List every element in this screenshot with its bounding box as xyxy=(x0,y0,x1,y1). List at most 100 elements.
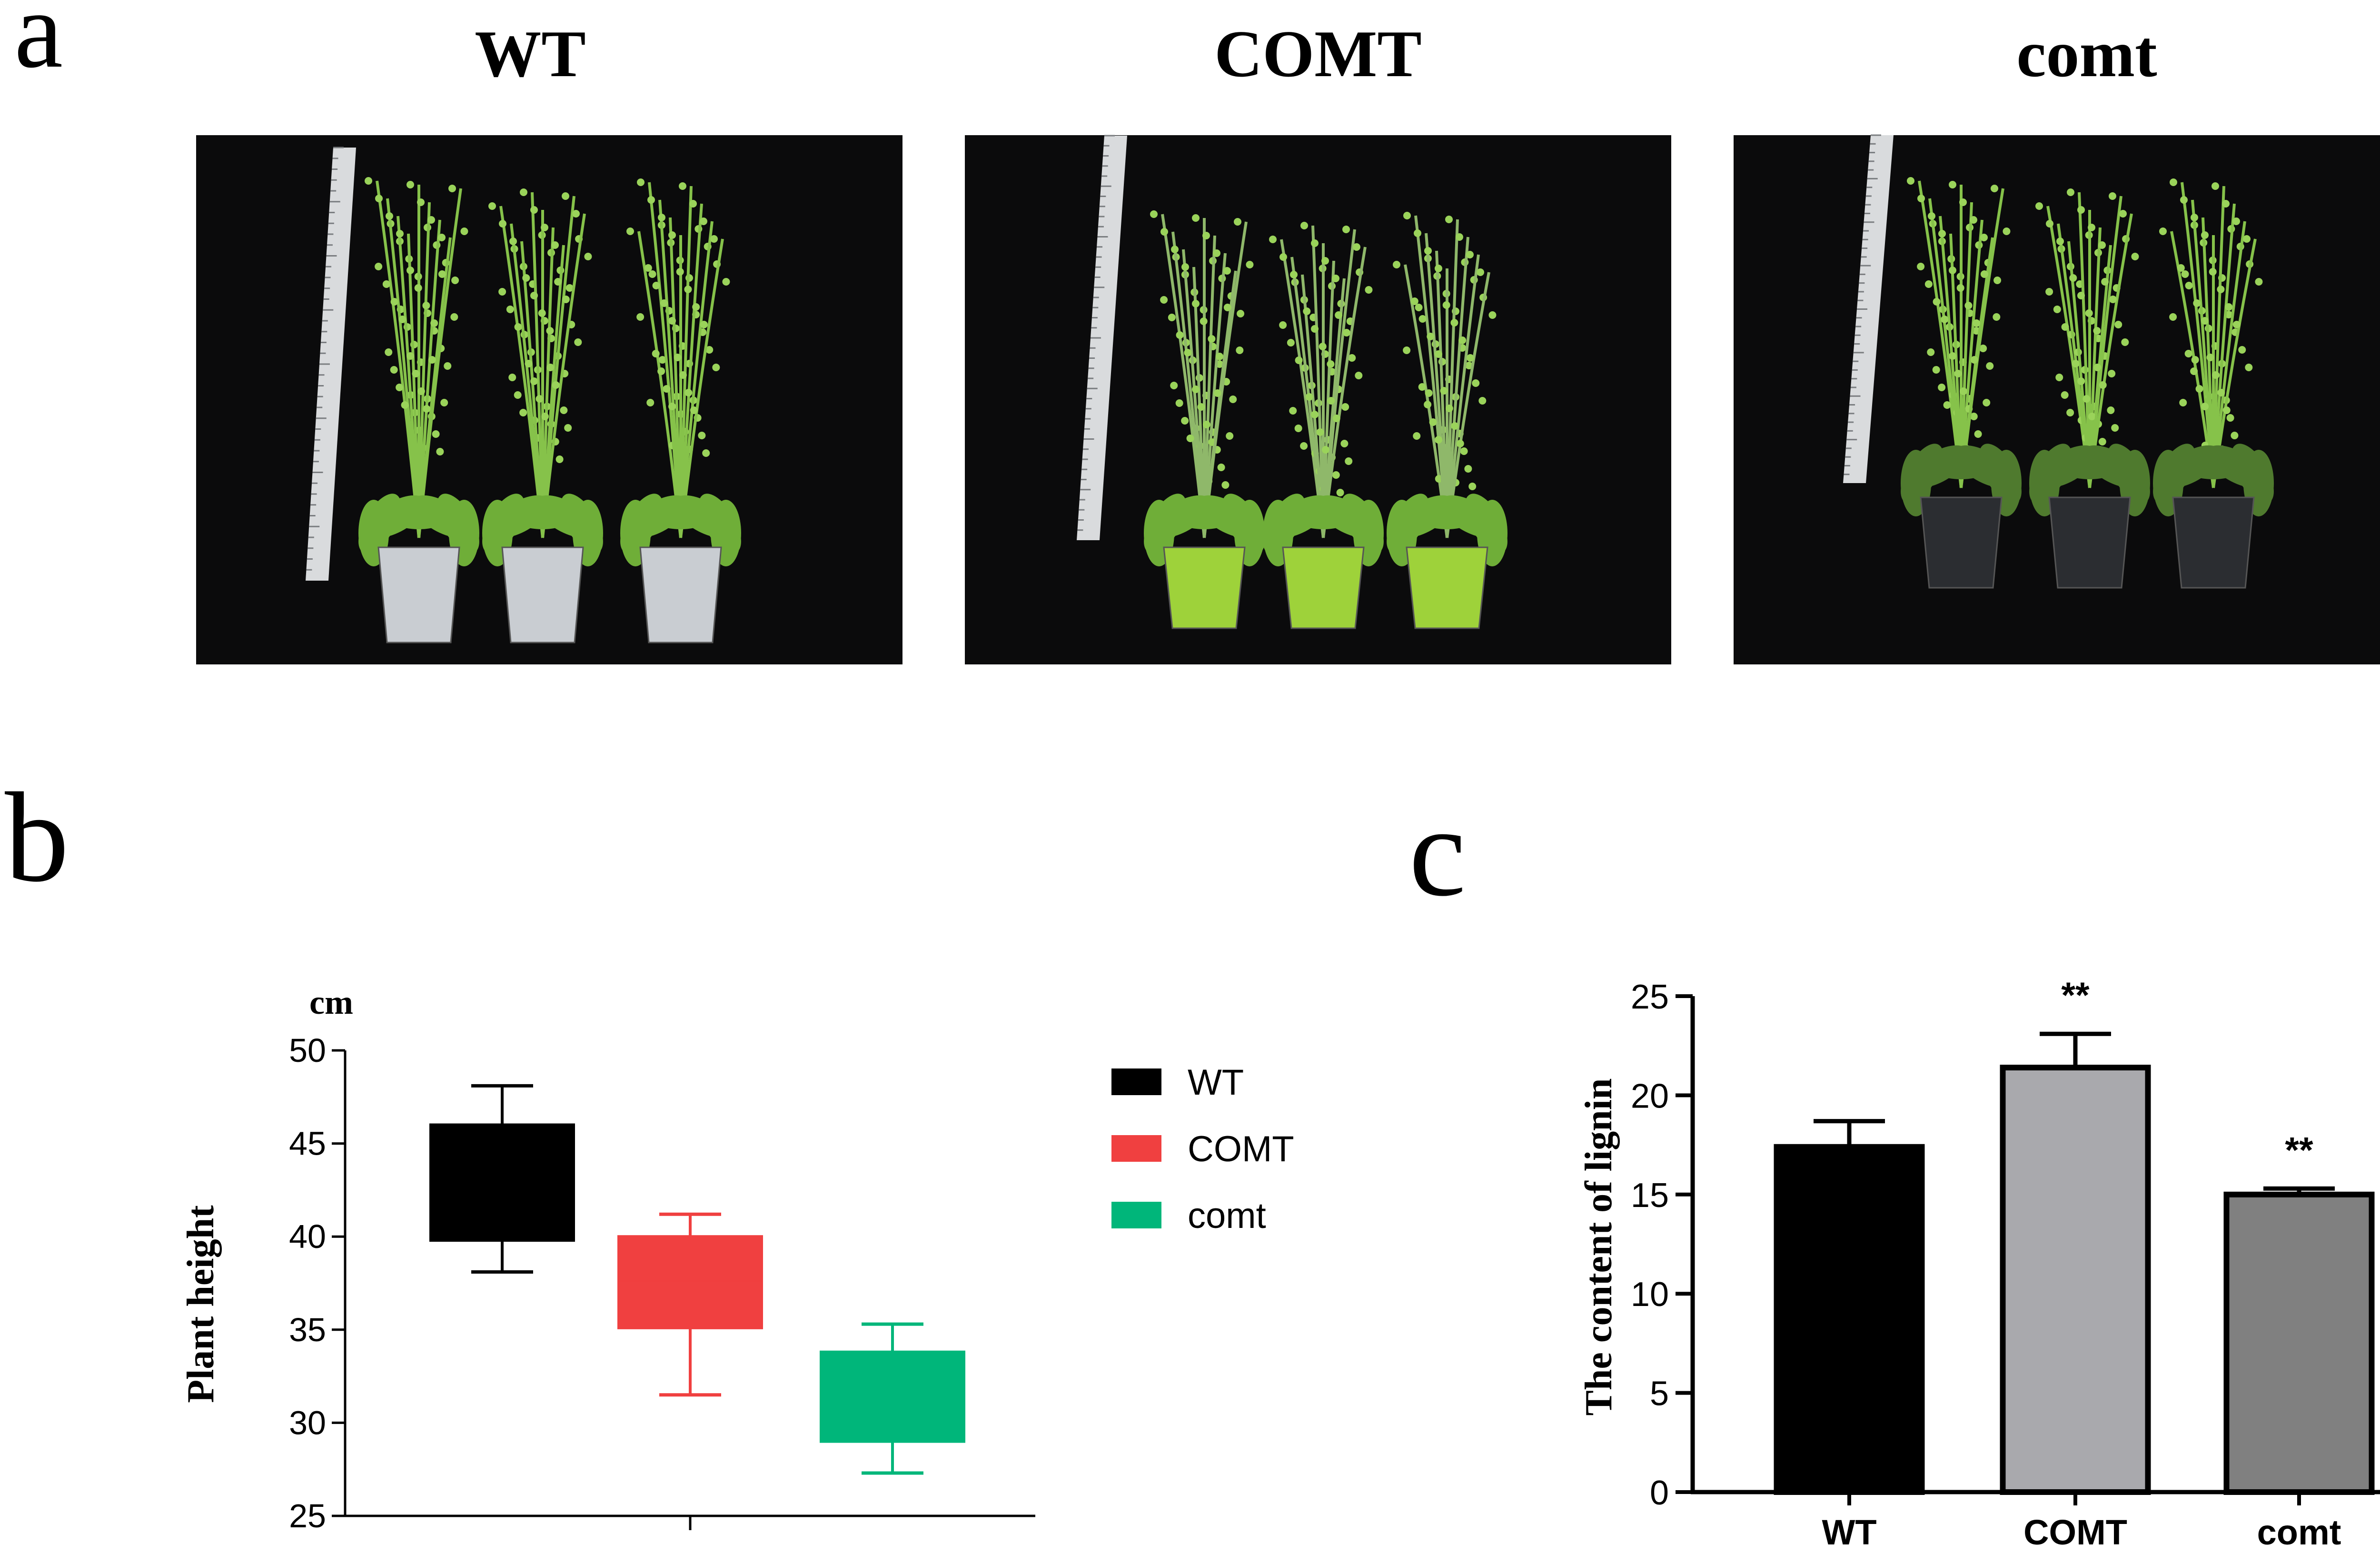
flower-bud xyxy=(2169,313,2177,321)
photo-COMT: COMT xyxy=(965,17,1671,664)
flower-bud xyxy=(1216,353,1224,360)
flower-bud xyxy=(1332,275,1339,282)
flower-bud xyxy=(1460,447,1468,455)
pot xyxy=(501,546,584,643)
flower-bud xyxy=(1949,352,1956,360)
flower-bud xyxy=(1300,442,1308,450)
flower-bud xyxy=(2201,317,2209,325)
flower-bud xyxy=(674,354,682,361)
flower-bud xyxy=(1993,277,2002,284)
flower-bud xyxy=(382,280,390,288)
flower-bud xyxy=(2159,228,2167,235)
bar-comt: comt ** xyxy=(2223,1130,2375,1552)
flower-bud xyxy=(1964,302,1973,309)
flower-bud xyxy=(652,282,660,289)
bar-COMT: COMT ** xyxy=(2000,975,2151,1552)
flower-bud xyxy=(1305,393,1313,401)
flower-bud xyxy=(1949,267,1956,274)
flower-bud xyxy=(1226,432,1234,440)
flower-bud xyxy=(427,216,435,224)
flower-bud xyxy=(2181,270,2189,278)
flower-bud xyxy=(1415,304,1423,311)
bar xyxy=(2223,1191,2375,1495)
flower-bud xyxy=(555,455,564,463)
flower-bud xyxy=(564,424,572,432)
flower-bud xyxy=(1429,418,1437,426)
flower-bud xyxy=(1353,243,1360,251)
flower-bud xyxy=(509,237,517,245)
plant-stem xyxy=(1203,221,1248,538)
y-tick-label: 0 xyxy=(1650,1474,1669,1512)
plant xyxy=(1262,222,1384,629)
flower-bud xyxy=(1927,348,1935,356)
plant-stem xyxy=(679,203,703,538)
flower-bud xyxy=(2225,303,2233,311)
flower-bud xyxy=(684,389,693,396)
flower-bud xyxy=(1938,230,1946,237)
y-axis-label: Plant height xyxy=(180,1205,222,1403)
flower-bud xyxy=(1924,280,1933,288)
y-tick-label: 5 xyxy=(1650,1375,1669,1413)
box-marks xyxy=(429,1084,965,1475)
flower-bud xyxy=(1168,314,1176,321)
flower-bud xyxy=(1435,350,1442,358)
flower-bud xyxy=(498,288,506,296)
flower-bud xyxy=(1983,399,1991,406)
flower-bud xyxy=(1289,407,1297,415)
flower-bud xyxy=(1941,316,1949,323)
plant-stem xyxy=(679,221,714,538)
flower-bud xyxy=(386,212,393,220)
pot xyxy=(377,546,460,643)
box-COMT xyxy=(617,1212,763,1397)
flower-bud xyxy=(1435,436,1442,444)
flower-bud xyxy=(1223,267,1231,275)
flower-bud xyxy=(644,264,652,272)
flower-bud xyxy=(1229,396,1237,403)
flower-bud xyxy=(1171,246,1179,253)
photo-label: comt xyxy=(2016,17,2157,91)
flower-bud xyxy=(1991,185,1998,192)
flower-bud xyxy=(2201,403,2209,410)
flower-bud xyxy=(1321,257,1329,265)
flower-bud xyxy=(2179,399,2187,406)
flower-bud xyxy=(1424,401,1432,408)
flower-bud xyxy=(2201,231,2209,239)
flower-bud xyxy=(1418,315,1427,323)
panel-letter-a: a xyxy=(14,0,63,90)
flower-bud xyxy=(1303,307,1311,315)
x-tick-label: WT xyxy=(1822,1513,1876,1552)
flower-bud xyxy=(1175,399,1183,407)
flower-bud xyxy=(584,253,592,260)
flower-bud xyxy=(1170,382,1178,389)
x-tick-label: COMT xyxy=(2023,1513,2127,1552)
flower-bud xyxy=(1332,471,1340,479)
flower-bud xyxy=(1456,440,1464,447)
flower-bud xyxy=(530,377,538,385)
flower-bud xyxy=(1472,379,1480,387)
plant xyxy=(620,178,741,643)
flower-bud xyxy=(574,338,582,346)
flower-bud xyxy=(2209,268,2217,276)
flower-bud xyxy=(1959,387,1967,395)
flower-bud xyxy=(1181,417,1189,425)
flower-bud xyxy=(1928,212,1935,220)
flower-bud xyxy=(1321,446,1329,454)
y-tick-label: 10 xyxy=(1631,1276,1669,1314)
flower-bud xyxy=(1440,387,1448,395)
flower-bud xyxy=(2098,241,2106,249)
flower-bud xyxy=(2243,235,2251,243)
flower-bud xyxy=(530,292,538,299)
flower-bud xyxy=(626,228,634,235)
flower-bud xyxy=(2067,188,2074,196)
flower-bud xyxy=(546,327,554,335)
pot xyxy=(1920,496,2003,589)
flower-bud xyxy=(1316,428,1324,436)
flower-bud xyxy=(2045,288,2053,296)
flower-bud xyxy=(1345,457,1353,465)
photo-label: COMT xyxy=(1214,17,1422,91)
box-body xyxy=(429,1123,575,1242)
flower-bud xyxy=(2077,377,2085,385)
flower-bud xyxy=(1192,300,1200,307)
flower-bud xyxy=(1365,286,1373,294)
flower-bud xyxy=(2238,346,2246,354)
